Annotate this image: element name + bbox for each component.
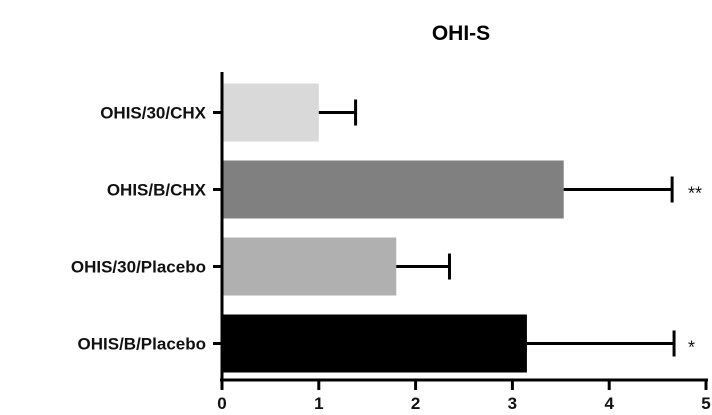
x-axis-ticks-group: 0 1 2 3 4 5 — [217, 380, 711, 413]
bar — [222, 160, 564, 219]
category-label: OHIS/B/Placebo — [78, 335, 206, 354]
significance-annotation: * — [688, 338, 695, 358]
x-tick-label: 4 — [604, 394, 614, 413]
x-tick-label: 2 — [411, 394, 420, 413]
bars-group — [222, 83, 564, 373]
category-label: OHIS/B/CHX — [107, 181, 207, 200]
significance-annotation: ** — [688, 184, 702, 204]
category-labels-group: OHIS/30/CHX OHIS/B/CHX OHIS/30/Placebo OHIS… — [71, 104, 222, 354]
annotations-group: *** — [688, 184, 702, 358]
x-tick-label: 0 — [217, 394, 226, 413]
x-tick-label: 1 — [314, 394, 323, 413]
error-bars-group — [318, 99, 676, 357]
category-label: OHIS/30/CHX — [100, 104, 206, 123]
x-tick-label: 3 — [508, 394, 517, 413]
bar — [222, 237, 397, 296]
bar — [222, 83, 319, 142]
x-tick-label: 5 — [701, 394, 710, 413]
chart-title: OHI-S — [432, 22, 490, 45]
category-label: OHIS/30/Placebo — [71, 258, 206, 277]
bar — [222, 314, 527, 373]
